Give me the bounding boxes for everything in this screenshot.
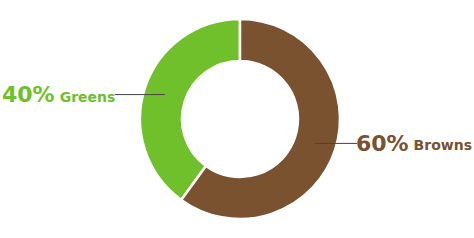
slices — [140, 19, 340, 219]
category-label: Greens — [60, 89, 116, 105]
slice — [181, 19, 340, 219]
slice — [140, 19, 240, 200]
leader-line — [315, 143, 357, 144]
leader-line — [115, 94, 165, 95]
category-label: Browns — [414, 137, 472, 153]
data-label: 40% — [2, 82, 55, 107]
chart: 40% Greens 60% Browns — [0, 0, 474, 238]
data-label: 60% — [356, 131, 409, 156]
